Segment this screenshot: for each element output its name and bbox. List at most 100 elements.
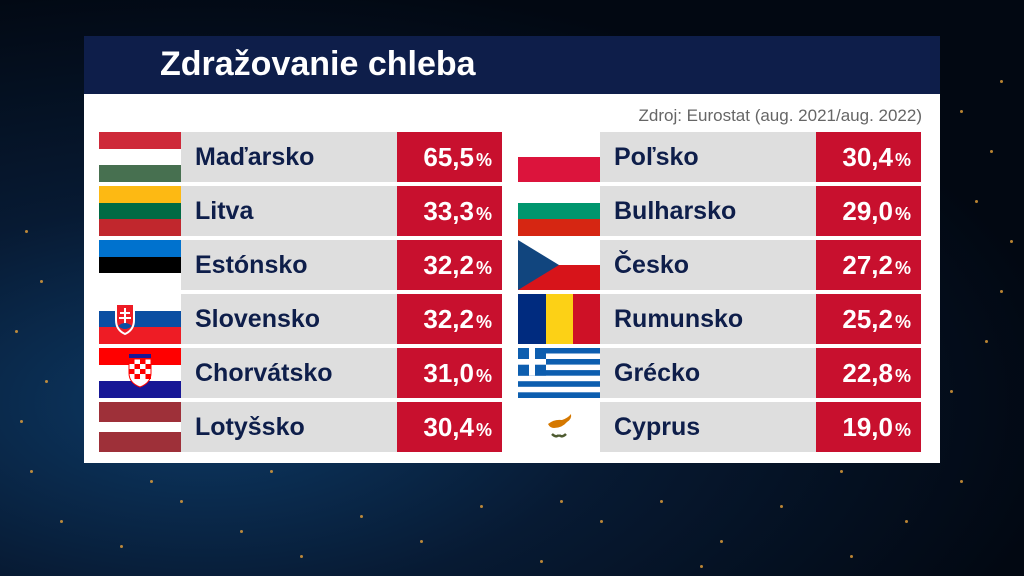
country-cell: Rumunsko xyxy=(600,294,816,344)
estonia-flag xyxy=(99,240,181,290)
background-dot xyxy=(985,340,988,343)
country-name: Slovensko xyxy=(195,305,321,333)
value-cell: 22,8% xyxy=(816,348,921,398)
background-dot xyxy=(360,515,363,518)
background-dot xyxy=(45,380,48,383)
percent-sign: % xyxy=(475,150,492,170)
background-dot xyxy=(850,555,853,558)
table-row: Estónsko 32,2% xyxy=(99,240,502,290)
country-cell: Poľsko xyxy=(600,132,816,182)
value-cell: 33,3% xyxy=(397,186,502,236)
table-row: Chorvátsko 31,0% xyxy=(99,348,502,398)
percent-sign: % xyxy=(475,204,492,224)
latvia-flag xyxy=(99,402,181,452)
background-dot xyxy=(15,330,18,333)
right-column: Poľsko 30,4% Bulharsko 29,0% Česko 27,2% Rumun… xyxy=(518,132,921,456)
percent-sign: % xyxy=(894,312,911,332)
percent-sign: % xyxy=(894,420,911,440)
slovakia-flag xyxy=(99,294,181,344)
country-cell: Slovensko xyxy=(181,294,397,344)
country-name: Rumunsko xyxy=(614,305,744,333)
table-row: Maďarsko 65,5% xyxy=(99,132,502,182)
background-dot xyxy=(540,560,543,563)
country-cell: Chorvátsko xyxy=(181,348,397,398)
background-dot xyxy=(560,500,563,503)
bulgaria-flag xyxy=(518,186,600,236)
country-name: Maďarsko xyxy=(195,143,315,171)
cyprus-flag xyxy=(518,402,600,452)
value-label: 22,8 xyxy=(842,358,893,388)
table-row: Česko 27,2% xyxy=(518,240,921,290)
value-cell: 32,2% xyxy=(397,294,502,344)
left-column: Maďarsko 65,5% Litva 33,3% Estónsko 32,2% Slov… xyxy=(99,132,502,456)
value-cell: 27,2% xyxy=(816,240,921,290)
table-row: Slovensko 32,2% xyxy=(99,294,502,344)
country-cell: Maďarsko xyxy=(181,132,397,182)
background-dot xyxy=(950,390,953,393)
value-label: 31,0 xyxy=(423,358,474,388)
table-row: Bulharsko 29,0% xyxy=(518,186,921,236)
value-label: 33,3 xyxy=(423,196,474,226)
background-dot xyxy=(300,555,303,558)
background-dot xyxy=(1010,240,1013,243)
background-dot xyxy=(960,110,963,113)
value-label: 32,2 xyxy=(423,250,474,280)
background-dot xyxy=(240,530,243,533)
table-row: Poľsko 30,4% xyxy=(518,132,921,182)
value-cell: 30,4% xyxy=(397,402,502,452)
country-name: Česko xyxy=(614,251,690,279)
background-dot xyxy=(60,520,63,523)
value-label: 30,4 xyxy=(842,142,893,172)
background-dot xyxy=(720,540,723,543)
value-label: 65,5 xyxy=(423,142,474,172)
background-dot xyxy=(120,545,123,548)
background-dot xyxy=(990,150,993,153)
background-dot xyxy=(30,470,33,473)
percent-sign: % xyxy=(475,312,492,332)
background-dot xyxy=(660,500,663,503)
table-row: Lotyšsko 30,4% xyxy=(99,402,502,452)
value-label: 27,2 xyxy=(842,250,893,280)
table-row: Cyprus 19,0% xyxy=(518,402,921,452)
background-dot xyxy=(960,480,963,483)
value-cell: 32,2% xyxy=(397,240,502,290)
country-cell: Bulharsko xyxy=(600,186,816,236)
value-cell: 30,4% xyxy=(816,132,921,182)
background-dot xyxy=(700,565,703,568)
background-dot xyxy=(270,470,273,473)
background-dot xyxy=(420,540,423,543)
romania-flag xyxy=(518,294,600,344)
background-dot xyxy=(905,520,908,523)
value-cell: 31,0% xyxy=(397,348,502,398)
country-name: Lotyšsko xyxy=(195,413,305,441)
country-cell: Lotyšsko xyxy=(181,402,397,452)
czechia-flag xyxy=(518,240,600,290)
country-name: Estónsko xyxy=(195,251,308,279)
background-dot xyxy=(975,200,978,203)
country-cell: Cyprus xyxy=(600,402,816,452)
country-cell: Litva xyxy=(181,186,397,236)
country-name: Chorvátsko xyxy=(195,359,333,387)
percent-sign: % xyxy=(894,204,911,224)
country-name: Cyprus xyxy=(614,413,701,441)
country-cell: Estónsko xyxy=(181,240,397,290)
country-name: Litva xyxy=(195,197,254,225)
table-row: Rumunsko 25,2% xyxy=(518,294,921,344)
value-label: 19,0 xyxy=(842,412,893,442)
greece-flag xyxy=(518,348,600,398)
background-dot xyxy=(780,505,783,508)
percent-sign: % xyxy=(475,366,492,386)
background-dot xyxy=(25,230,28,233)
background-dot xyxy=(150,480,153,483)
value-label: 30,4 xyxy=(423,412,474,442)
background-dot xyxy=(840,470,843,473)
percent-sign: % xyxy=(475,258,492,278)
source-note: Zdroj: Eurostat (aug. 2021/aug. 2022) xyxy=(638,106,922,125)
value-cell: 25,2% xyxy=(816,294,921,344)
country-cell: Grécko xyxy=(600,348,816,398)
chart-panel: Zdražovanie chleba Zdroj: Eurostat (aug.… xyxy=(84,36,940,463)
background-dot xyxy=(1000,290,1003,293)
value-cell: 65,5% xyxy=(397,132,502,182)
background-dot xyxy=(480,505,483,508)
hungary-flag xyxy=(99,132,181,182)
